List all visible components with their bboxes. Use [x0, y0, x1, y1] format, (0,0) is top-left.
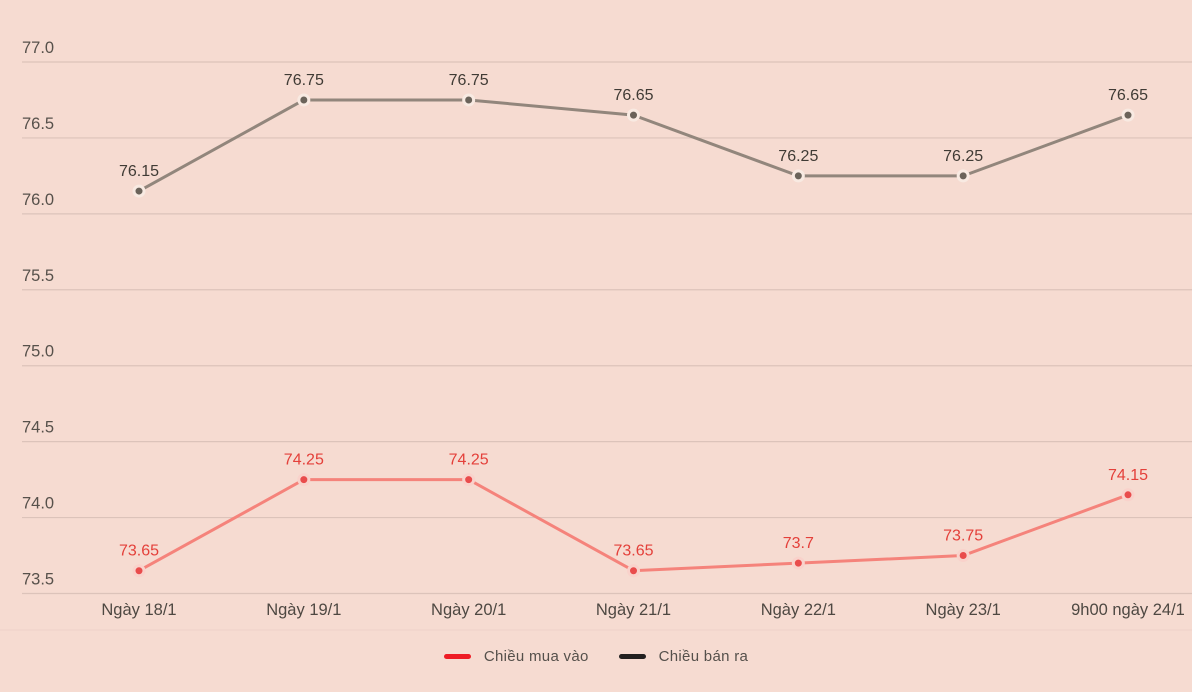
legend-label-buy: Chiều mua vào [483, 648, 589, 665]
y-axis-tick-label: 75.0 [22, 343, 54, 361]
x-axis-label: Ngày 19/1 [266, 601, 341, 619]
y-axis-tick-label: 74.0 [22, 495, 54, 513]
data-point-chieu-mua-vao [956, 549, 970, 563]
data-point-label-chieu-ban-ra: 76.65 [1108, 87, 1148, 104]
x-axis-label: Ngày 20/1 [431, 601, 506, 619]
y-axis-tick-label: 77.0 [22, 39, 54, 57]
data-point-label-chieu-ban-ra: 76.75 [449, 72, 489, 89]
x-axis-label: Ngày 23/1 [926, 601, 1001, 619]
x-axis-label: 9h00 ngày 24/1 [1071, 601, 1185, 619]
legend-label-sell: Chiều bán ra [658, 648, 749, 665]
legend-swatch-buy-icon [443, 654, 471, 659]
data-point-chieu-ban-ra [297, 93, 311, 107]
chart-legend: Chiều mua vào Chiều bán ra [0, 648, 1192, 665]
legend-item-chieu-ban-ra[interactable]: Chiều bán ra [618, 648, 749, 665]
x-axis-label: Ngày 22/1 [761, 601, 836, 619]
data-point-chieu-mua-vao [1121, 488, 1135, 502]
data-point-chieu-ban-ra [132, 184, 146, 198]
data-point-chieu-ban-ra [626, 108, 640, 122]
data-point-chieu-mua-vao [297, 473, 311, 487]
data-point-chieu-mua-vao [462, 473, 476, 487]
data-point-label-chieu-mua-vao: 73.7 [783, 535, 814, 552]
y-axis-tick-label: 73.5 [22, 571, 54, 589]
data-point-label-chieu-ban-ra: 76.15 [119, 163, 159, 180]
data-point-label-chieu-ban-ra: 76.65 [613, 87, 653, 104]
y-axis-tick-label: 76.5 [22, 115, 54, 133]
data-point-label-chieu-mua-vao: 73.65 [613, 543, 653, 560]
y-axis-tick-label: 74.5 [22, 419, 54, 437]
y-axis-tick-label: 75.5 [22, 267, 54, 285]
y-axis-tick-label: 76.0 [22, 191, 54, 209]
data-point-chieu-mua-vao [791, 556, 805, 570]
data-point-chieu-mua-vao [132, 564, 146, 578]
legend-item-chieu-mua-vao[interactable]: Chiều mua vào [443, 648, 589, 665]
data-point-label-chieu-ban-ra: 76.75 [284, 72, 324, 89]
data-point-label-chieu-mua-vao: 74.25 [284, 452, 324, 469]
data-point-label-chieu-mua-vao: 73.65 [119, 543, 159, 560]
data-point-label-chieu-ban-ra: 76.25 [943, 148, 983, 165]
data-point-chieu-ban-ra [791, 169, 805, 183]
data-point-label-chieu-mua-vao: 74.25 [449, 452, 489, 469]
data-point-chieu-ban-ra [462, 93, 476, 107]
data-point-chieu-mua-vao [626, 564, 640, 578]
data-point-label-chieu-mua-vao: 74.15 [1108, 467, 1148, 484]
data-point-label-chieu-ban-ra: 76.25 [778, 148, 818, 165]
data-point-chieu-ban-ra [956, 169, 970, 183]
x-axis-label: Ngày 18/1 [101, 601, 176, 619]
legend-swatch-sell-icon [618, 654, 646, 659]
x-axis-label: Ngày 21/1 [596, 601, 671, 619]
data-point-label-chieu-mua-vao: 73.75 [943, 528, 983, 545]
data-point-chieu-ban-ra [1121, 108, 1135, 122]
